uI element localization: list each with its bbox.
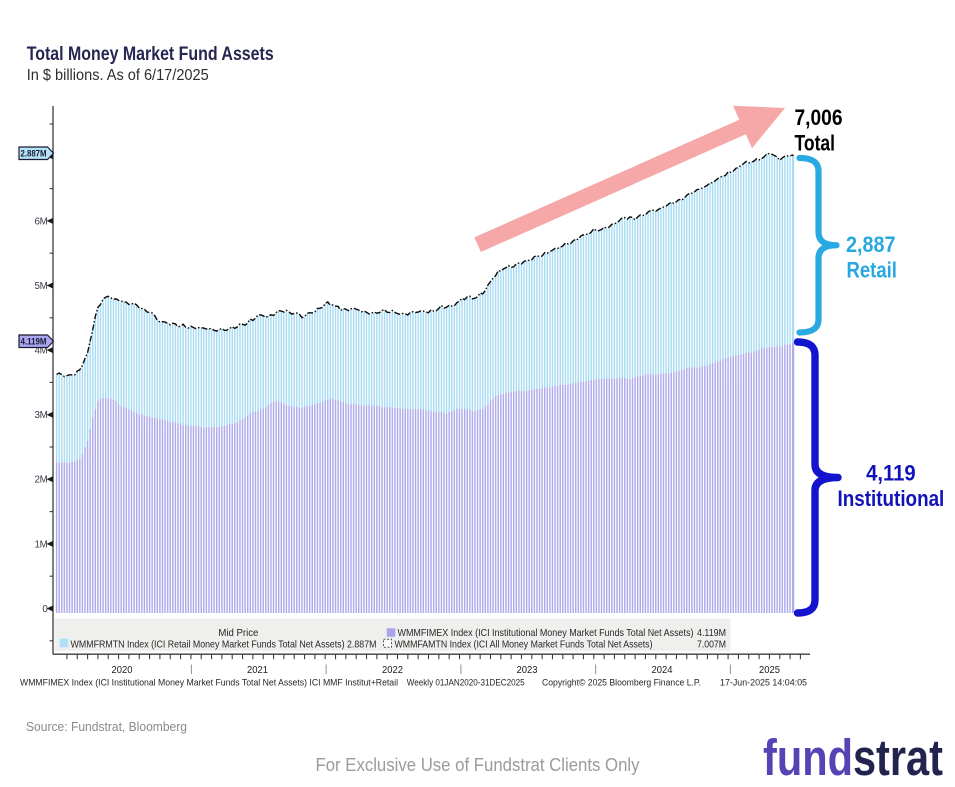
svg-text:2.887M: 2.887M [21,149,47,159]
svg-text:2M: 2M [34,475,47,486]
svg-text:0: 0 [42,604,48,615]
svg-text:Mid Price: Mid Price [218,628,258,639]
svg-text:WMMFRMTN Index (ICI Retail Mon: WMMFRMTN Index (ICI Retail Money Market … [71,640,377,651]
svg-text:WMMFIMEX Index (ICI Institutio: WMMFIMEX Index (ICI Institutional Money … [398,628,694,639]
svg-text:Retail: Retail [847,258,897,283]
svg-text:2025: 2025 [759,665,780,676]
svg-text:WMMFAMTN Index (ICI All Money: WMMFAMTN Index (ICI All Money Market Fun… [395,640,653,651]
svg-text:6M: 6M [34,216,47,227]
svg-text:2024: 2024 [652,665,673,676]
svg-text:2021: 2021 [247,665,268,676]
svg-text:Total Money Market Fund Assets: Total Money Market Fund Assets [27,44,274,65]
svg-text:2,887: 2,887 [846,232,896,257]
svg-text:4,119: 4,119 [866,461,916,486]
svg-text:In $ billions. As of 6/17/2025: In $ billions. As of 6/17/2025 [27,67,209,84]
svg-text:fundstrat: fundstrat [763,729,943,786]
svg-text:7,006: 7,006 [795,105,843,130]
svg-text:7.007M: 7.007M [697,640,726,651]
svg-text:17-Jun-2025 14:04:05: 17-Jun-2025 14:04:05 [720,678,807,689]
svg-text:5M: 5M [34,281,47,292]
svg-text:Total: Total [795,130,836,155]
svg-text:4M: 4M [34,346,47,357]
svg-text:For Exclusive Use of Fundstrat: For Exclusive Use of Fundstrat Clients O… [316,754,641,775]
svg-text:4.119M: 4.119M [697,628,726,639]
svg-text:Source: Fundstrat, Bloomberg: Source: Fundstrat, Bloomberg [26,720,187,734]
svg-text:2020: 2020 [112,665,133,676]
svg-text:Institutional: Institutional [838,486,945,511]
svg-text:Copyright© 2025 Bloomberg Fina: Copyright© 2025 Bloomberg Finance L.P. [542,678,701,689]
svg-text:3M: 3M [34,410,47,421]
svg-text:2023: 2023 [517,665,538,676]
svg-text:2022: 2022 [382,665,403,676]
svg-text:WMMFIMEX Index (ICI Institutio: WMMFIMEX Index (ICI Institutional Money … [20,678,398,689]
svg-text:Weekly 01JAN2020-31DEC2025: Weekly 01JAN2020-31DEC2025 [407,678,525,689]
svg-text:4.119M: 4.119M [21,337,47,347]
svg-text:1M: 1M [34,539,47,550]
